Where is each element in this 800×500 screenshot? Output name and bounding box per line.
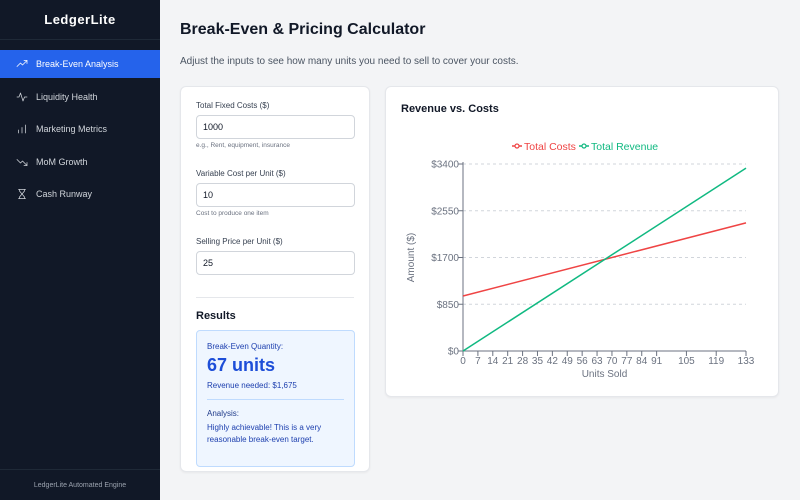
y-tick-label: $1700 [431,253,459,264]
series-line-total-revenue [462,167,747,352]
x-tick-label: 63 [591,356,603,367]
break-even-quantity-value: 67 units [207,355,276,375]
selling-price-input[interactable] [196,251,355,275]
results-divider [207,399,344,400]
hourglass-icon [16,188,28,200]
x-tick-label: 21 [502,356,514,367]
sidebar-item-marketing-metrics[interactable]: Marketing Metrics [0,115,160,143]
variable-cost-input[interactable] [196,183,355,207]
x-tick-label: 56 [577,356,589,367]
variable-cost-label: Variable Cost per Unit ($) [196,169,286,178]
y-tick-label: $0 [448,347,460,358]
x-tick-label: 133 [738,356,755,367]
sidebar-item-label: Break-Even Analysis [36,59,119,69]
inputs-card: Total Fixed Costs ($) e.g., Rent, equipm… [180,86,370,472]
sidebar-nav: Break-Even Analysis Liquidity Health Mar… [0,50,160,208]
trending-up-icon [16,58,28,70]
sidebar: LedgerLite Break-Even Analysis Liquidity… [0,0,160,500]
pulse-icon [16,91,28,103]
x-tick-label: 70 [606,356,618,367]
analysis-label: Analysis: [207,409,240,418]
sidebar-item-label: Cash Runway [36,189,93,199]
x-tick-label: 42 [547,356,559,367]
bar-chart-icon [16,123,28,135]
legend-item-total-costs-marker [514,143,520,149]
y-tick-label: $2550 [431,206,459,217]
page-title: Break-Even & Pricing Calculator [180,21,426,38]
x-tick-label: 84 [636,356,648,367]
legend-item-total-revenue-label: Total Revenue [591,141,658,153]
sidebar-footer: LedgerLite Automated Engine [0,469,160,500]
app-logo: LedgerLite [0,0,160,40]
x-tick-label: 91 [651,356,663,367]
results-heading: Results [196,310,236,322]
x-tick-label: 105 [678,356,695,367]
break-even-quantity-label: Break-Even Quantity: [207,342,284,351]
revenue-needed: Revenue needed: $1,675 [207,381,297,390]
x-tick-label: 28 [517,356,529,367]
selling-price-label: Selling Price per Unit ($) [196,237,283,246]
fixed-costs-hint: e.g., Rent, equipment, insurance [196,142,290,149]
x-tick-label: 77 [621,356,633,367]
sidebar-item-mom-growth[interactable]: MoM Growth [0,148,160,176]
trending-down-icon [16,156,28,168]
sidebar-item-cash-runway[interactable]: Cash Runway [0,180,160,208]
analysis-text: Highly achievable! This is a very reason… [207,423,322,444]
fixed-costs-input[interactable] [196,115,355,139]
x-tick-label: 49 [562,356,574,367]
sidebar-item-label: MoM Growth [36,156,88,167]
sidebar-item-liquidity-health[interactable]: Liquidity Health [0,83,160,111]
page-subtitle: Adjust the inputs to see how many units … [180,56,519,67]
legend-item-total-costs-label: Total Costs [524,141,576,153]
x-tick-label: 14 [487,356,499,367]
x-axis-label: Units Sold [582,369,628,380]
variable-cost-hint: Cost to produce one item [196,210,269,217]
y-tick-label: $3400 [431,160,459,171]
y-tick-label: $850 [437,300,460,311]
sidebar-item-break-even-analysis[interactable]: Break-Even Analysis [0,50,160,78]
x-tick-label: 7 [475,356,481,367]
x-tick-label: 0 [460,356,466,367]
chart-card: Revenue vs. Costs $0 $850 $1700 $2550 $3400 0… [385,86,779,397]
x-tick-label: 119 [708,356,724,367]
legend-item-total-revenue-marker [581,143,587,149]
results-box: Break-Even Quantity: 67 units Revenue ne… [196,330,355,467]
sidebar-item-label: Marketing Metrics [36,124,108,134]
chart-title: Revenue vs. Costs [401,103,499,115]
sidebar-item-label: Liquidity Health [36,91,98,102]
divider [196,297,354,298]
fixed-costs-label: Total Fixed Costs ($) [196,101,270,110]
x-tick-label: 35 [532,356,544,367]
y-axis-label: Amount ($) [406,233,417,282]
